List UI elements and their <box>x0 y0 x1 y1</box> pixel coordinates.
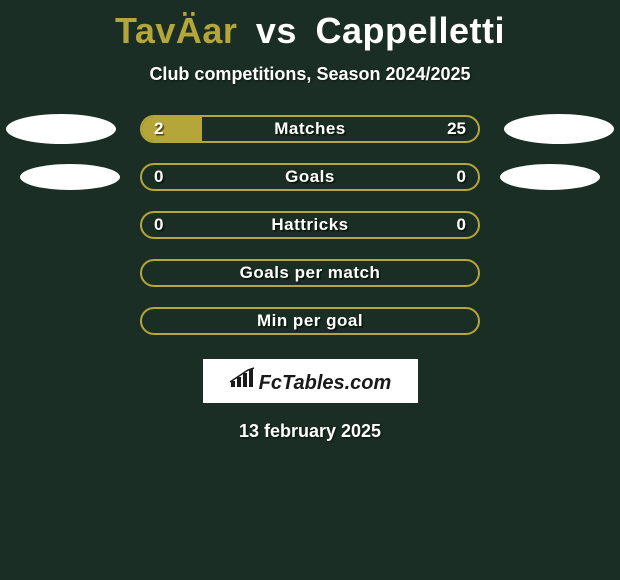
stat-label: Goals per match <box>240 263 381 283</box>
page-title: TavÄar vs Cappelletti <box>115 10 505 52</box>
stat-value-left: 0 <box>154 167 163 187</box>
stat-row: Goals per match <box>0 259 620 287</box>
comparison-card: TavÄar vs Cappelletti Club competitions,… <box>0 0 620 452</box>
stat-bar: 225Matches <box>140 115 480 143</box>
stat-bar: Goals per match <box>140 259 480 287</box>
stat-value-right: 25 <box>447 119 466 139</box>
stats-list: 225Matches00Goals00HattricksGoals per ma… <box>0 115 620 355</box>
stat-row: 0 0 Goals <box>0 163 620 191</box>
player1-avatar <box>6 114 116 144</box>
stat-value-right: 0 <box>457 167 466 187</box>
player1-avatar <box>20 164 120 190</box>
stat-label: Hattricks <box>271 215 348 235</box>
player2-name: Cappelletti <box>315 10 505 51</box>
stat-row: 225Matches <box>0 115 620 143</box>
stat-row: Min per goal <box>0 307 620 335</box>
stat-value-right: 0 <box>457 215 466 235</box>
player2-avatar <box>500 164 600 190</box>
brand-text: FcTables.com <box>259 372 392 395</box>
brand-inner: FcTables.com <box>229 367 392 395</box>
subtitle: Club competitions, Season 2024/2025 <box>149 64 470 85</box>
stat-label: Goals <box>285 167 335 187</box>
stat-bar: 0 0 Hattricks <box>140 211 480 239</box>
bar-fill-left <box>142 117 202 141</box>
date-label: 13 february 2025 <box>239 421 381 442</box>
stat-bar: 0 0 Goals <box>140 163 480 191</box>
vs-separator: vs <box>256 10 297 51</box>
player1-name: TavÄar <box>115 10 237 51</box>
stat-value-left: 0 <box>154 215 163 235</box>
stat-row: 0 0 Hattricks <box>0 211 620 239</box>
bar-chart-icon <box>229 367 255 389</box>
stat-bar: Min per goal <box>140 307 480 335</box>
stat-label: Matches <box>274 119 346 139</box>
player2-avatar <box>504 114 614 144</box>
brand-badge: FcTables.com <box>203 359 418 403</box>
stat-label: Min per goal <box>257 311 363 331</box>
